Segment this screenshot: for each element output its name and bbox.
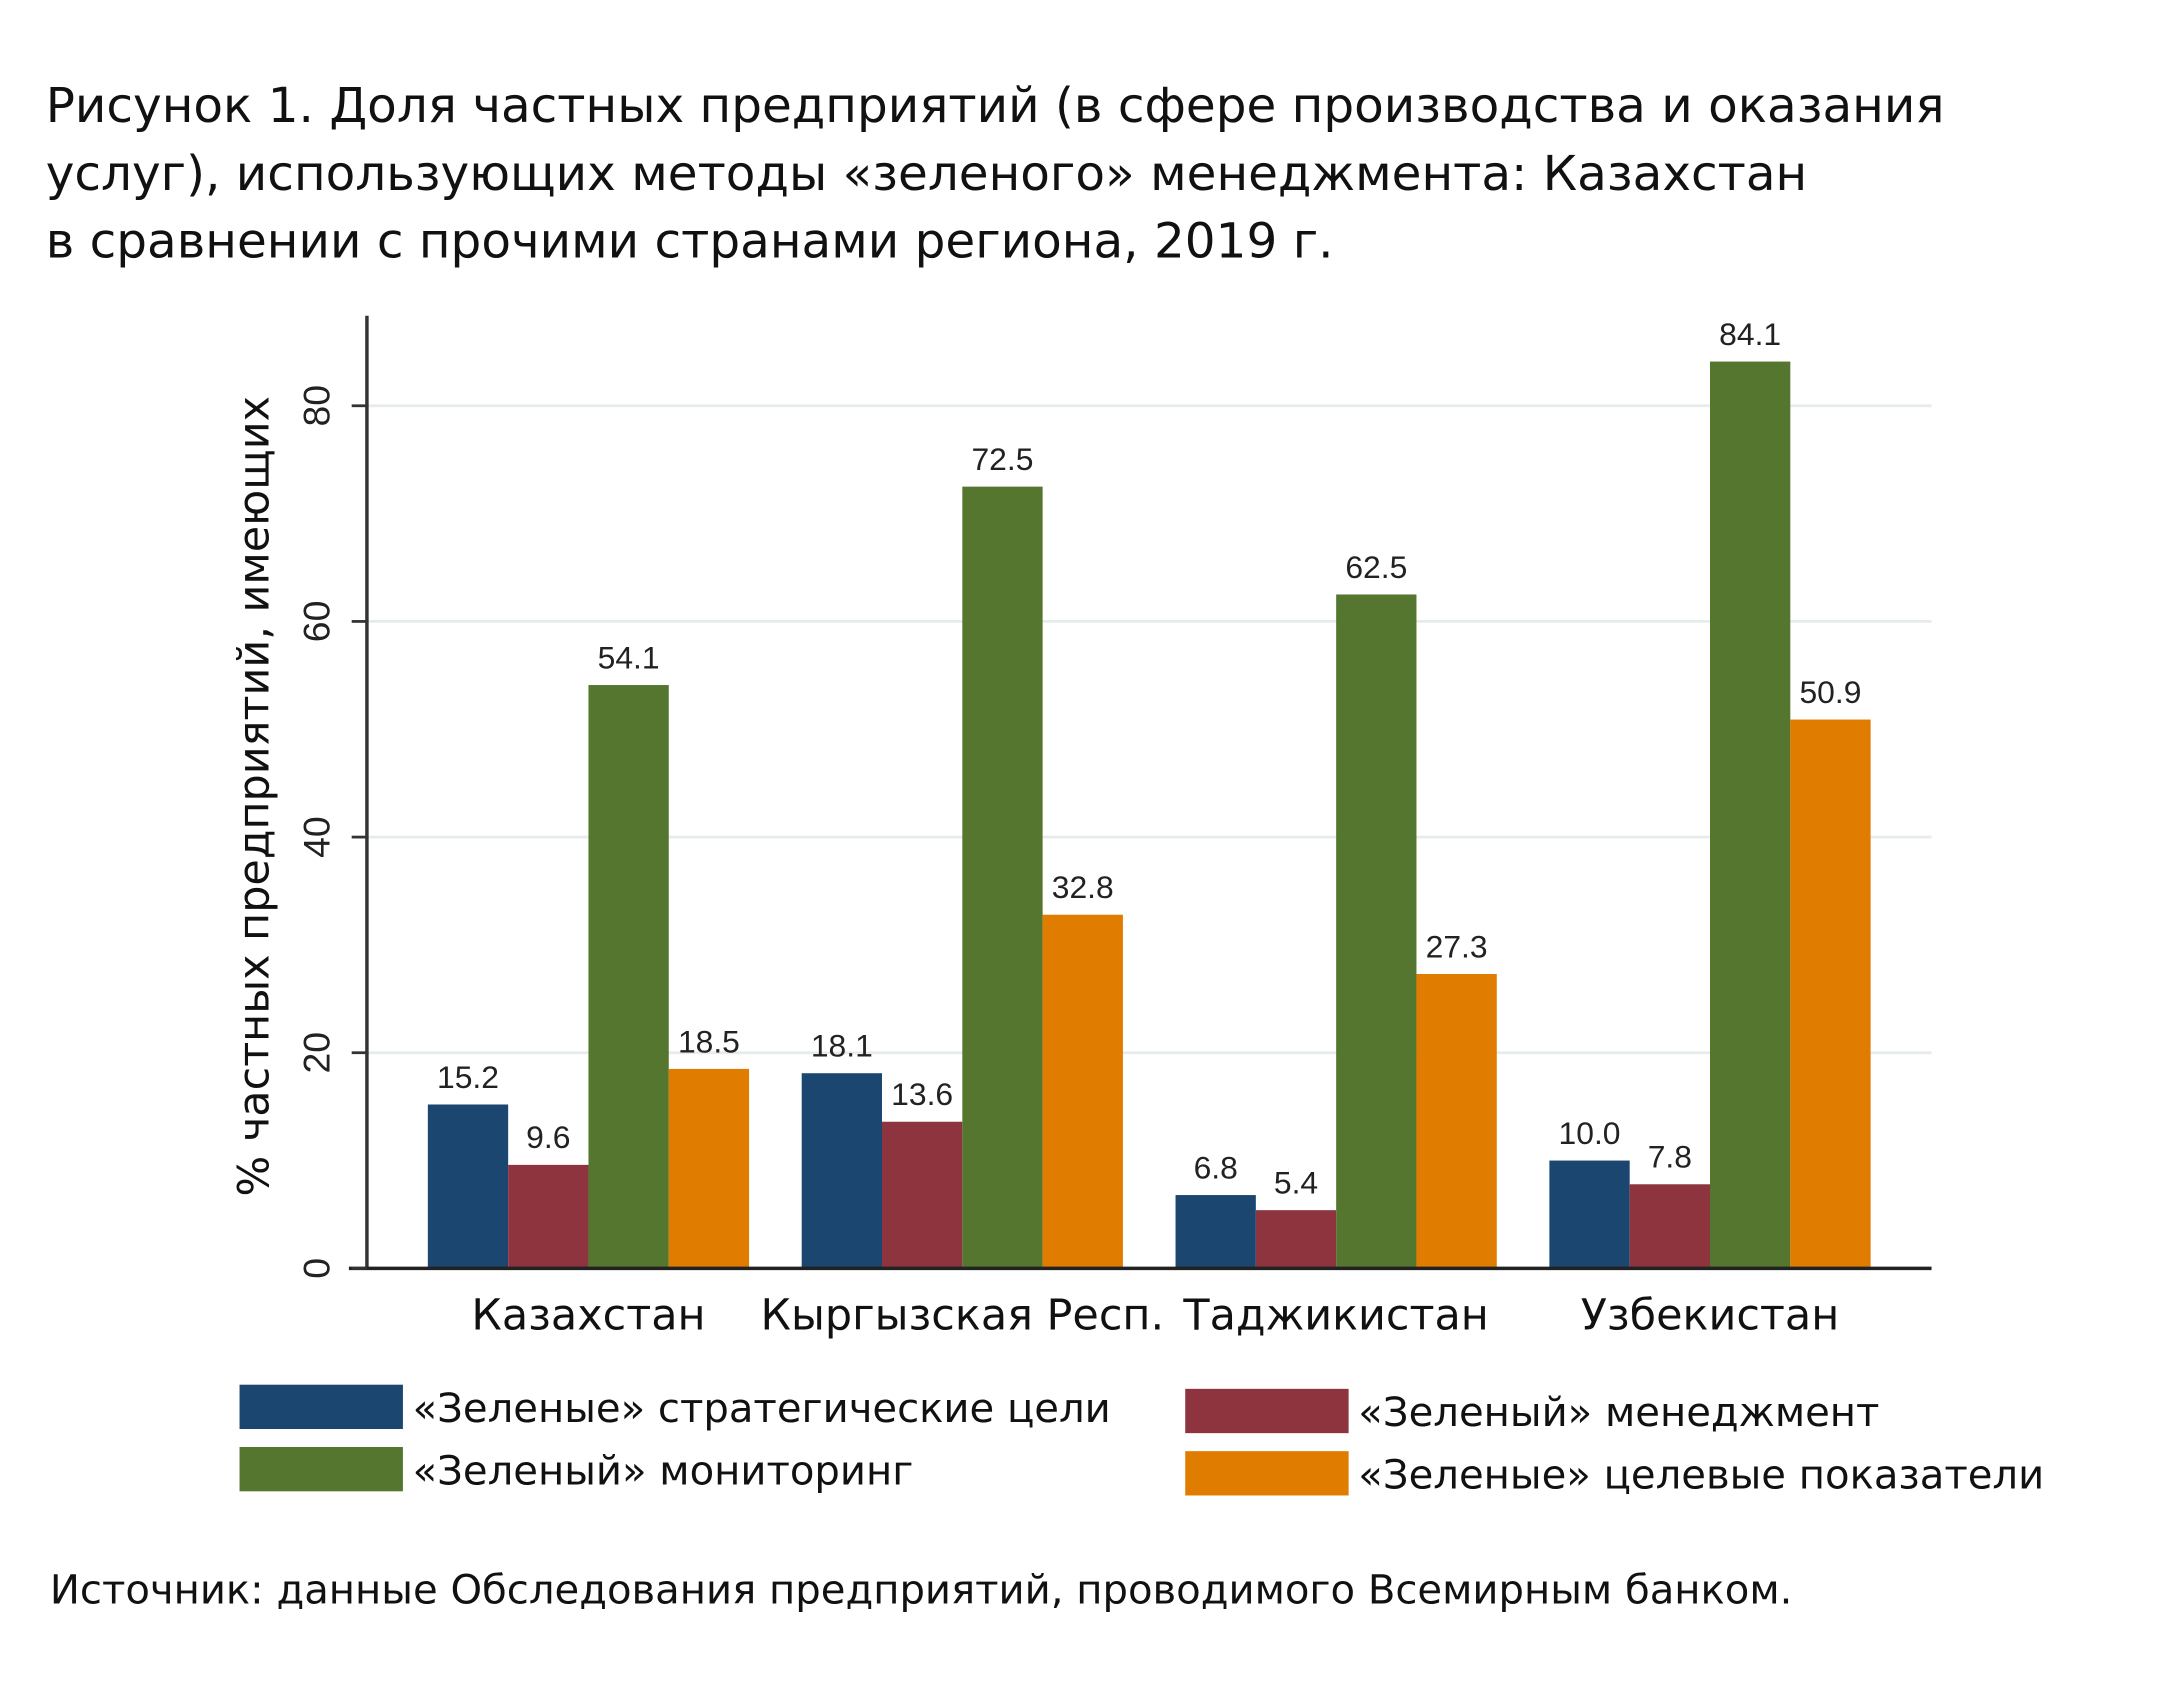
y-tick-label: 0 xyxy=(296,1258,338,1279)
legend-swatch-targets xyxy=(1185,1451,1349,1496)
legend: «Зеленые» стратегические цели «Зеленый» … xyxy=(239,1384,2044,1499)
legend-label-management: «Зеленый» менеджмент xyxy=(1358,1390,1879,1436)
bar xyxy=(427,1104,509,1269)
title-line-3: в сравнении с прочими странами региона, … xyxy=(46,214,1334,270)
category-label: Кыргызская Респ. xyxy=(761,1290,1165,1340)
data-label: 18.5 xyxy=(678,1023,740,1059)
data-label: 18.1 xyxy=(811,1028,873,1064)
y-ticks: 0 20 40 60 80 xyxy=(296,385,367,1279)
category-labels: Казахстан Кыргызская Респ. Таджикистан Узбе… xyxy=(471,1290,1839,1340)
y-tick-label: 60 xyxy=(296,601,338,643)
category-label: Таджикистан xyxy=(1182,1290,1488,1340)
bar xyxy=(1710,361,1791,1269)
bars xyxy=(427,361,1871,1269)
data-label: 62.5 xyxy=(1345,549,1407,585)
title-line-2: услуг), использующих методы «зеленого» м… xyxy=(46,146,1808,202)
data-labels: 15.2 9.6 54.1 18.5 18.1 13.6 72.5 32.8 6.8 5.4 62.… xyxy=(437,316,1861,1201)
data-label: 72.5 xyxy=(971,441,1033,477)
bar xyxy=(668,1068,750,1269)
legend-label-monitoring: «Зеленый» мониторинг xyxy=(413,1448,914,1494)
source-note: Источник: данные Обследования предприяти… xyxy=(50,1567,1793,1613)
legend-swatch-monitoring xyxy=(239,1447,403,1492)
y-tick-label: 40 xyxy=(296,816,338,858)
category-label: Казахстан xyxy=(471,1290,705,1340)
data-label: 54.1 xyxy=(598,639,660,675)
data-label: 50.9 xyxy=(1799,674,1861,710)
bar xyxy=(1042,914,1123,1269)
data-label: 13.6 xyxy=(891,1076,953,1112)
bar xyxy=(1255,1210,1337,1269)
bar xyxy=(962,486,1043,1269)
legend-swatch-strategic xyxy=(239,1384,403,1429)
bar xyxy=(508,1164,589,1269)
legend-swatch-management xyxy=(1185,1388,1349,1434)
data-label: 9.6 xyxy=(526,1119,570,1155)
bar xyxy=(882,1121,963,1269)
data-label: 7.8 xyxy=(1648,1139,1692,1175)
y-tick-label: 80 xyxy=(296,385,338,427)
bar xyxy=(1416,974,1497,1269)
data-label: 6.8 xyxy=(1194,1149,1238,1185)
y-axis-label: % частных предприятий, имеющих xyxy=(230,396,280,1196)
bar xyxy=(1336,594,1417,1269)
data-label: 27.3 xyxy=(1426,928,1488,964)
bar xyxy=(1549,1160,1630,1269)
y-tick-label: 20 xyxy=(296,1032,338,1074)
bar xyxy=(801,1073,882,1269)
data-label: 15.2 xyxy=(437,1059,499,1095)
legend-label-strategic: «Зеленые» стратегические цели xyxy=(413,1386,1111,1432)
bar xyxy=(1175,1195,1256,1269)
bar xyxy=(1790,719,1871,1269)
category-label: Узбекистан xyxy=(1581,1290,1840,1340)
title-line-1: Рисунок 1. Доля частных предприятий (в с… xyxy=(46,78,1945,134)
legend-label-targets: «Зеленые» целевые показатели xyxy=(1358,1453,2044,1499)
data-label: 32.8 xyxy=(1052,869,1114,905)
bar xyxy=(1629,1184,1710,1269)
data-label: 10.0 xyxy=(1559,1115,1621,1151)
data-label: 5.4 xyxy=(1274,1165,1318,1201)
data-label: 84.1 xyxy=(1719,316,1781,352)
bar xyxy=(588,685,669,1269)
